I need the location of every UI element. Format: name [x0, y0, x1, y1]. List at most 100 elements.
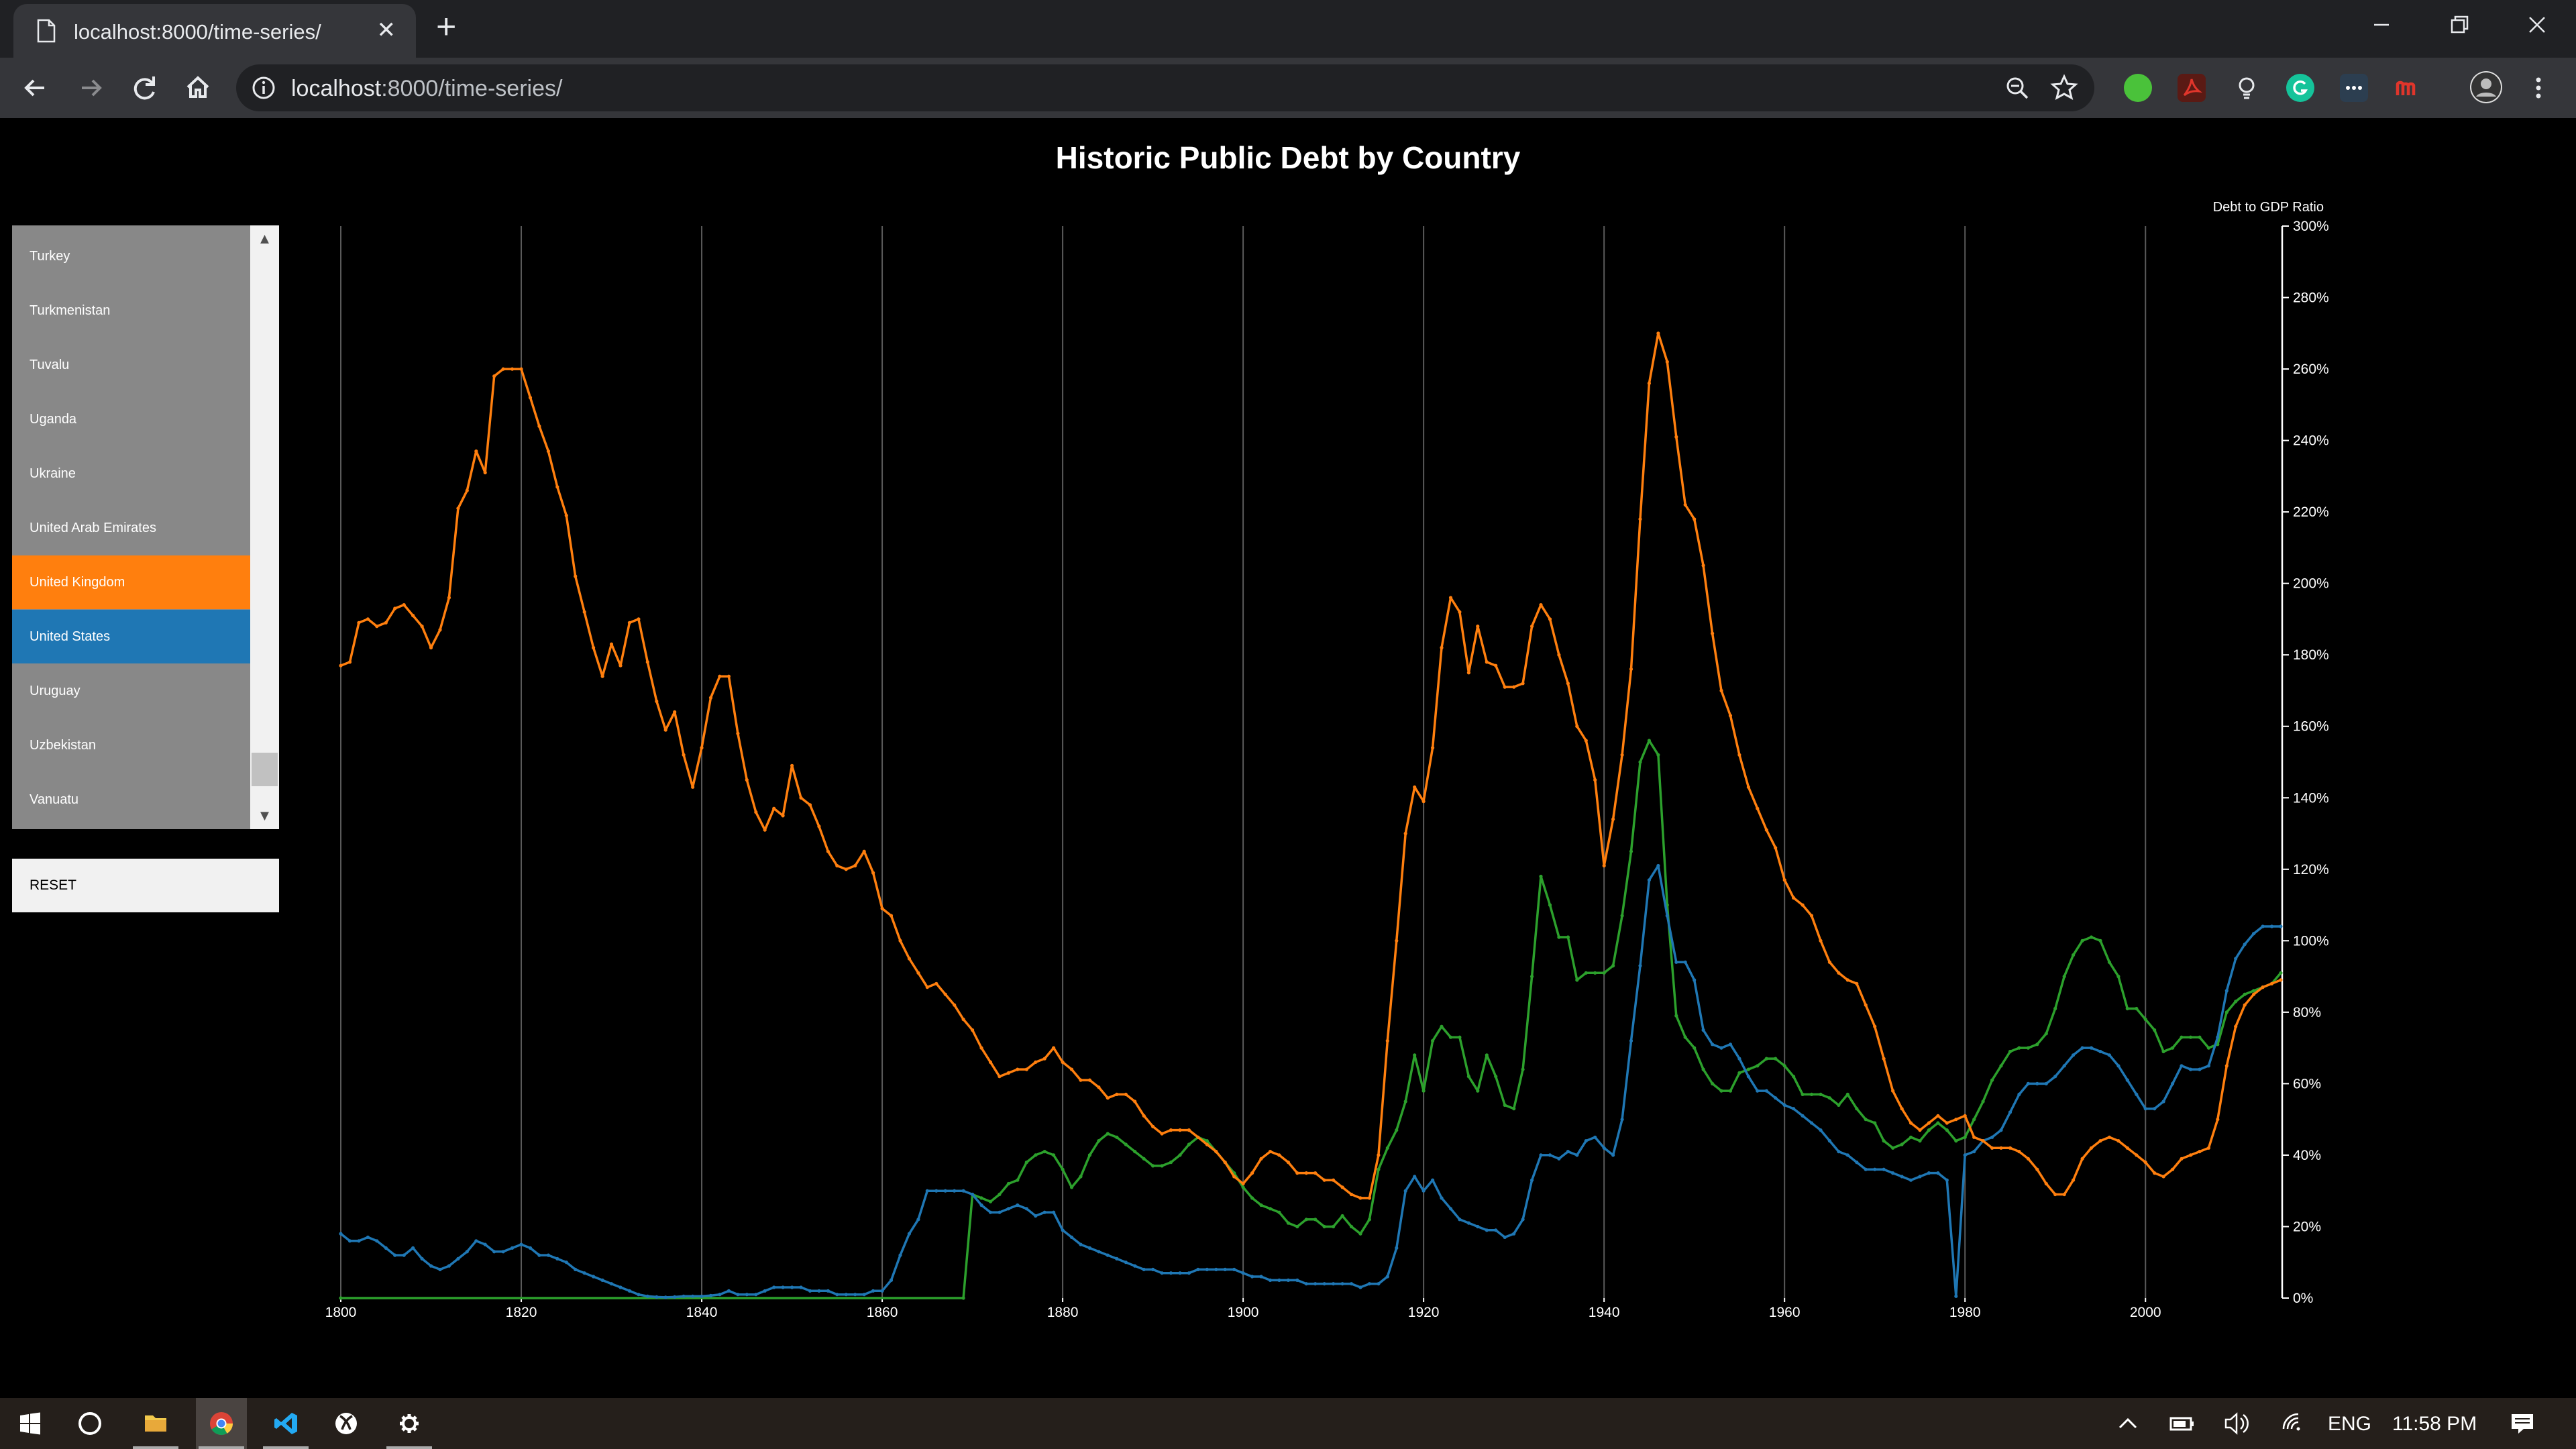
windows-start-icon[interactable] [4, 1398, 55, 1449]
volume-icon[interactable] [2216, 1398, 2257, 1449]
scroll-down-icon[interactable]: ▼ [257, 807, 272, 824]
minimize-icon[interactable] [2361, 9, 2402, 40]
vscode-icon[interactable] [260, 1398, 311, 1449]
profile-avatar[interactable] [2470, 71, 2502, 103]
data-point [1160, 1132, 1164, 1136]
data-point [1160, 1271, 1164, 1275]
cortana-icon[interactable] [64, 1398, 115, 1449]
browser-tab[interactable]: localhost:8000/time-series/ ✕ [13, 4, 416, 58]
restore-icon[interactable] [2439, 9, 2479, 40]
data-point [483, 470, 487, 475]
data-point [2161, 1175, 2165, 1179]
pdf-extension-icon[interactable] [2178, 74, 2206, 102]
reload-icon[interactable] [126, 70, 162, 106]
country-item[interactable]: Uganda [30, 412, 77, 427]
scroll-up-icon[interactable]: ▲ [257, 230, 272, 247]
chrome-icon[interactable] [196, 1398, 247, 1449]
data-point [1746, 1075, 1750, 1079]
data-point [1313, 1171, 1318, 1175]
data-point [347, 1239, 352, 1243]
data-point [835, 863, 839, 868]
country-item[interactable]: United Arab Emirates [30, 521, 156, 535]
data-point [1845, 1153, 1849, 1157]
data-point [2143, 1017, 2147, 1022]
data-point [979, 1196, 983, 1200]
reset-button[interactable]: RESET [12, 859, 279, 912]
data-point [619, 663, 623, 667]
scrollbar-thumb[interactable] [252, 753, 278, 786]
clock[interactable]: 11:58 PM [2392, 1413, 2477, 1435]
data-point [1196, 1267, 1200, 1271]
data-point [1837, 1150, 1841, 1154]
close-window-icon[interactable] [2517, 9, 2557, 40]
data-point [1106, 1132, 1110, 1136]
country-item[interactable]: Ukraine [30, 466, 76, 481]
data-point [501, 367, 505, 371]
language-indicator[interactable]: ENG [2328, 1413, 2372, 1435]
country-item[interactable]: United States [12, 610, 250, 663]
data-point [988, 1199, 993, 1203]
data-point [465, 488, 469, 492]
data-point [1268, 1150, 1273, 1154]
data-point [826, 849, 830, 853]
info-icon[interactable] [251, 75, 276, 104]
show-hidden-icons-icon[interactable] [2108, 1398, 2148, 1449]
data-point [1115, 1135, 1119, 1139]
data-point [1801, 903, 1805, 907]
lightbulb-extension-icon[interactable] [2233, 74, 2261, 102]
data-point [1756, 1064, 1760, 1068]
zoom-icon[interactable] [2004, 75, 2030, 104]
data-point [2107, 1135, 2111, 1139]
data-point [1241, 1271, 1245, 1275]
grammarly-icon[interactable] [2286, 74, 2314, 102]
green-extension-icon[interactable] [2124, 74, 2152, 102]
country-list[interactable]: Turkey Turkmenistan Tuvalu Uganda Ukraine Uni… [12, 225, 279, 829]
data-point [2153, 1171, 2157, 1175]
menu-icon[interactable] [2524, 70, 2553, 106]
country-item[interactable]: Vanuatu [30, 792, 79, 807]
home-icon[interactable] [180, 70, 216, 106]
country-item[interactable]: Turkey [30, 249, 70, 264]
data-point [2116, 975, 2121, 979]
data-point [2135, 1092, 2139, 1096]
file-explorer-icon[interactable] [130, 1398, 181, 1449]
wifi-icon[interactable] [2274, 1398, 2314, 1449]
data-point [1620, 753, 1624, 757]
data-point [384, 1246, 388, 1250]
close-tab-icon[interactable]: ✕ [376, 17, 396, 43]
data-point [2026, 1046, 2030, 1050]
country-item[interactable]: Uzbekistan [30, 738, 96, 753]
data-point [1377, 1153, 1381, 1157]
country-item[interactable]: Uruguay [30, 684, 80, 698]
country-item[interactable]: United Kingdom [12, 555, 250, 609]
data-point [339, 1232, 343, 1236]
m-extension-icon[interactable] [2394, 74, 2422, 102]
country-item[interactable]: Turkmenistan [30, 303, 111, 318]
data-point [2279, 978, 2283, 982]
dots-extension-icon[interactable] [2340, 74, 2368, 102]
star-icon[interactable] [2050, 74, 2078, 105]
battery-icon[interactable] [2161, 1398, 2202, 1449]
scrollbar[interactable]: ▲ ▼ [250, 225, 279, 829]
data-point [1006, 1207, 1010, 1211]
data-point [357, 1239, 361, 1243]
data-point [2008, 1146, 2012, 1150]
data-point [1042, 1150, 1046, 1154]
back-icon[interactable] [17, 70, 54, 106]
settings-icon[interactable] [384, 1398, 435, 1449]
data-point [519, 367, 523, 371]
country-item[interactable]: Tuvalu [30, 358, 70, 372]
address-bar[interactable]: localhost:8000/time-series/ [236, 64, 2094, 111]
notifications-icon[interactable] [2502, 1398, 2542, 1449]
data-point [1647, 878, 1651, 882]
new-tab-button[interactable]: + [436, 7, 457, 46]
data-point [2053, 1006, 2057, 1011]
data-point [1936, 1121, 1940, 1125]
data-point [871, 1289, 875, 1293]
xbox-icon[interactable] [321, 1398, 372, 1449]
data-point [402, 1253, 406, 1257]
data-point [745, 1293, 749, 1297]
data-point [745, 778, 749, 782]
data-point [2261, 985, 2265, 989]
forward-icon[interactable] [72, 70, 109, 106]
